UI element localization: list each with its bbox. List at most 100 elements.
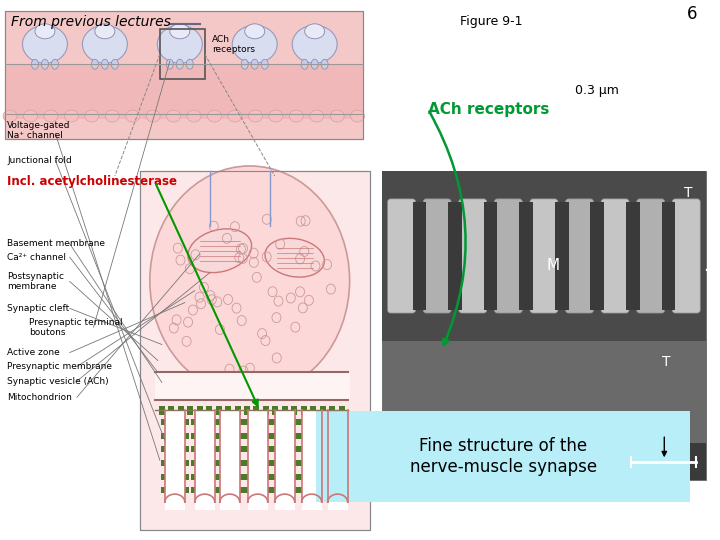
Bar [322, 487, 325, 493]
Bar [329, 406, 336, 415]
Bar [240, 447, 244, 453]
FancyBboxPatch shape [636, 199, 665, 313]
Ellipse shape [245, 373, 251, 379]
Bar [324, 447, 328, 453]
Bar [161, 419, 165, 426]
Ellipse shape [170, 24, 190, 39]
Bar [348, 419, 351, 426]
Bar [215, 460, 219, 466]
Ellipse shape [228, 110, 242, 122]
Bar [348, 474, 351, 480]
Bar [348, 433, 351, 439]
Bar [268, 419, 271, 426]
Bar [555, 202, 569, 310]
Ellipse shape [24, 110, 37, 122]
Bar [191, 433, 195, 439]
Bar [216, 433, 220, 439]
Ellipse shape [42, 59, 48, 69]
Ellipse shape [305, 24, 325, 39]
Ellipse shape [351, 110, 364, 122]
FancyBboxPatch shape [495, 199, 522, 313]
Bar [297, 474, 302, 480]
Ellipse shape [188, 229, 251, 273]
Ellipse shape [44, 110, 58, 122]
Ellipse shape [166, 59, 174, 69]
Ellipse shape [269, 110, 283, 122]
Bar [206, 406, 212, 415]
Ellipse shape [241, 59, 248, 69]
Bar [165, 410, 185, 510]
Ellipse shape [150, 166, 350, 395]
Bar [240, 433, 244, 439]
Bar [235, 406, 240, 415]
Bar [338, 406, 345, 415]
Bar [297, 419, 302, 426]
Bar [244, 447, 248, 453]
Bar [297, 433, 302, 439]
Bar [215, 474, 219, 480]
Bar [292, 406, 297, 415]
Bar [310, 406, 316, 415]
Bar [161, 474, 165, 480]
Bar [185, 460, 189, 466]
Text: Junctional fold: Junctional fold [7, 156, 72, 165]
Bar [328, 410, 348, 510]
Bar [268, 447, 271, 453]
Bar [140, 171, 369, 530]
Bar [191, 460, 195, 466]
Bar [348, 447, 351, 453]
Ellipse shape [230, 373, 236, 379]
Ellipse shape [187, 110, 201, 122]
Bar [519, 202, 533, 310]
Bar [448, 202, 462, 310]
FancyBboxPatch shape [601, 199, 629, 313]
Ellipse shape [102, 59, 109, 69]
Bar [317, 411, 690, 502]
Ellipse shape [166, 110, 181, 122]
Ellipse shape [126, 110, 140, 122]
Text: ACh
receptors: ACh receptors [212, 35, 255, 54]
Text: Ca²⁺ channel: Ca²⁺ channel [7, 253, 66, 262]
Bar [301, 406, 307, 415]
Bar [240, 460, 244, 466]
Bar [210, 171, 270, 226]
Ellipse shape [289, 110, 303, 122]
Bar [155, 373, 350, 400]
Bar [662, 202, 675, 310]
FancyBboxPatch shape [387, 199, 415, 313]
FancyBboxPatch shape [672, 199, 701, 313]
Bar [282, 406, 288, 415]
Bar [5, 64, 363, 119]
Ellipse shape [22, 25, 68, 63]
Text: T: T [662, 355, 670, 369]
Text: Mitochondrion: Mitochondrion [7, 393, 72, 402]
Bar [294, 419, 299, 426]
Bar [322, 460, 325, 466]
Bar [413, 202, 426, 310]
Text: Fine structure of the
nerve-muscle synapse: Fine structure of the nerve-muscle synap… [410, 437, 597, 476]
Bar [302, 410, 322, 510]
Bar [160, 29, 204, 79]
Ellipse shape [233, 25, 277, 63]
Ellipse shape [112, 59, 118, 69]
Ellipse shape [265, 238, 325, 277]
Bar [244, 406, 250, 415]
Bar [324, 433, 328, 439]
Bar [216, 447, 220, 453]
Bar [268, 474, 271, 480]
Bar [215, 419, 219, 426]
Bar [5, 11, 363, 139]
Bar [216, 419, 220, 426]
Bar [294, 447, 299, 453]
Bar [191, 419, 195, 426]
Ellipse shape [317, 373, 323, 379]
Bar [240, 419, 244, 426]
Text: Active zone: Active zone [7, 348, 60, 357]
Bar [268, 433, 271, 439]
Bar [244, 433, 248, 439]
Ellipse shape [248, 110, 262, 122]
Bar [185, 433, 189, 439]
Bar [263, 406, 269, 415]
Bar [297, 447, 302, 453]
Bar [294, 460, 299, 466]
